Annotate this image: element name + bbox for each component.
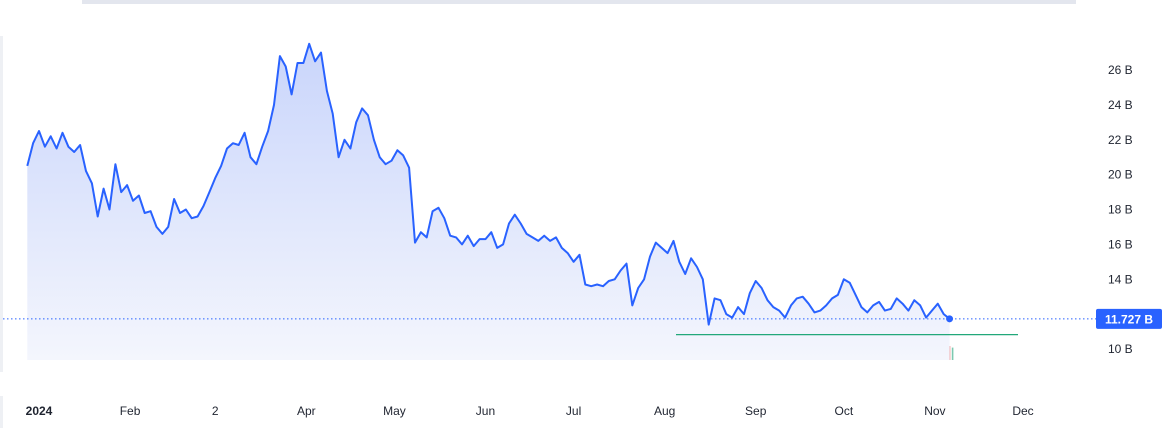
x-tick-label: 2024	[26, 404, 53, 418]
y-tick-label: 14 B	[1108, 272, 1133, 286]
x-tick-label: Nov	[924, 404, 945, 418]
x-tick-label: Jun	[476, 404, 495, 418]
x-tick-label: Feb	[120, 404, 141, 418]
y-axis: 10 B 14 B 16 B 18 B 20 B 22 B 24 B 26 B	[1108, 63, 1133, 356]
x-axis: 2024 Feb 2 Apr May Jun Jul Aug Sep Oct Nov Dec	[26, 404, 1034, 418]
y-tick-label: 16 B	[1108, 237, 1133, 251]
y-tick-label: 10 B	[1108, 342, 1133, 356]
x-tick-label: Jul	[566, 404, 581, 418]
x-tick-label: Sep	[745, 404, 767, 418]
left-frame	[0, 36, 3, 372]
last-price-label-bg	[1096, 308, 1162, 329]
volume-bar	[951, 347, 954, 360]
x-tick-label: May	[383, 404, 406, 418]
y-tick-label: 18 B	[1108, 203, 1133, 217]
x-tick-label: Dec	[1012, 404, 1033, 418]
last-price-dot	[946, 315, 954, 323]
last-price-label: 11.727 B	[1096, 308, 1162, 329]
x-tick-label: Aug	[654, 404, 675, 418]
price-area	[27, 43, 950, 361]
x-tick-label: Oct	[834, 404, 853, 418]
top-scrollbar[interactable]	[82, 0, 1076, 4]
bottom-frame	[0, 396, 3, 428]
x-tick-label: 2	[212, 404, 219, 418]
x-tick-label: Apr	[297, 404, 316, 418]
y-tick-label: 22 B	[1108, 133, 1133, 147]
y-tick-label: 26 B	[1108, 63, 1133, 77]
y-tick-label: 24 B	[1108, 98, 1133, 112]
last-price-label-text: 11.727 B	[1105, 312, 1153, 326]
price-line	[26, 42, 951, 326]
y-tick-label: 20 B	[1108, 168, 1133, 182]
